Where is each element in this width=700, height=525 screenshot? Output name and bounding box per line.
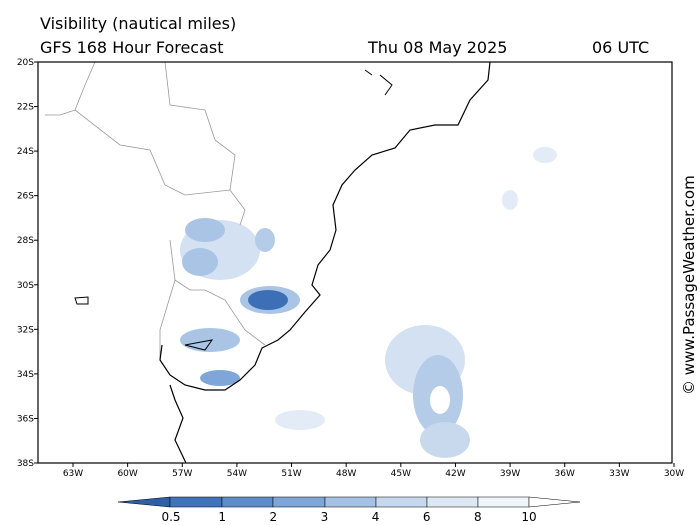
date: Thu 08 May 2025 bbox=[367, 38, 507, 57]
colorbar-label: 3 bbox=[321, 510, 329, 524]
time: 06 UTC bbox=[592, 38, 649, 57]
map bbox=[37, 61, 673, 464]
lon-label: 36W bbox=[555, 469, 575, 479]
colorbar-label: 4 bbox=[372, 510, 380, 524]
lat-label: 34S bbox=[17, 370, 34, 380]
lakes bbox=[74, 69, 393, 351]
colorbar-label: 2 bbox=[269, 510, 277, 524]
lon-labels: 63W 60W 57W 54W 51W 48W 45W 42W 39W 36W 33W 30W bbox=[63, 463, 684, 479]
lat-label: 36S bbox=[17, 414, 34, 424]
lat-label: 30S bbox=[17, 281, 34, 291]
lon-label: 30W bbox=[664, 469, 684, 479]
lon-label: 33W bbox=[609, 469, 629, 479]
watermark: © www.PassageWeather.com bbox=[680, 175, 698, 395]
colorbar-label: 8 bbox=[474, 510, 482, 524]
lon-label: 51W bbox=[281, 469, 301, 479]
lon-label: 57W bbox=[172, 469, 192, 479]
colorbar-labels: 0.5 1 2 3 4 6 8 10 bbox=[161, 510, 536, 524]
title: Visibility (nautical miles) bbox=[40, 14, 236, 33]
lon-label: 39W bbox=[500, 469, 520, 479]
lon-label: 60W bbox=[117, 469, 137, 479]
colorbar-label: 1 bbox=[218, 510, 226, 524]
lon-label: 63W bbox=[63, 469, 83, 479]
colorbar-label: 0.5 bbox=[161, 510, 180, 524]
lon-label: 48W bbox=[336, 469, 356, 479]
colorbar bbox=[117, 496, 581, 508]
lon-label: 45W bbox=[391, 469, 411, 479]
lat-label: 32S bbox=[17, 325, 34, 335]
colorbar-label: 6 bbox=[423, 510, 431, 524]
lon-label: 42W bbox=[445, 469, 465, 479]
lat-label: 20S bbox=[17, 58, 34, 68]
lat-label: 28S bbox=[17, 236, 34, 246]
lat-label: 38S bbox=[17, 459, 34, 469]
subtitle: GFS 168 Hour Forecast bbox=[40, 38, 224, 57]
lon-label: 54W bbox=[227, 469, 247, 479]
lat-label: 26S bbox=[17, 192, 34, 202]
lat-label: 22S bbox=[17, 103, 34, 113]
colorbar-label: 10 bbox=[521, 510, 536, 524]
lat-labels: 20S 22S 24S 26S 28S 30S 32S 34S 36S 38S bbox=[17, 58, 38, 469]
coastline bbox=[159, 61, 491, 464]
lat-label: 24S bbox=[17, 147, 34, 157]
